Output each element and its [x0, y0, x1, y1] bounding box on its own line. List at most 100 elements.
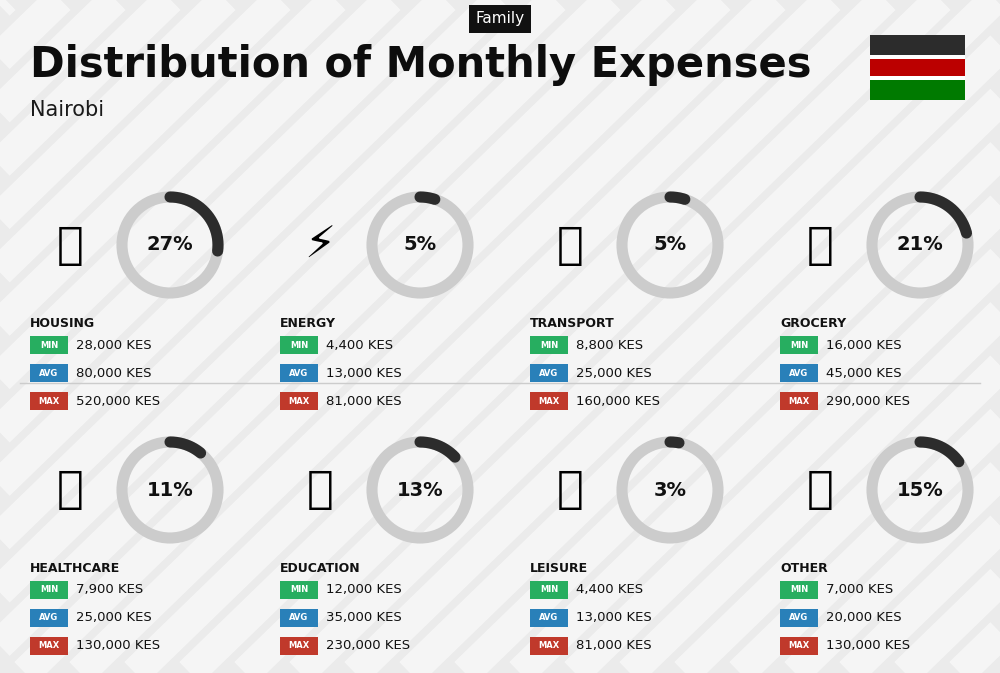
- Text: 🛒: 🛒: [807, 223, 833, 267]
- Text: 130,000 KES: 130,000 KES: [826, 639, 910, 653]
- FancyBboxPatch shape: [780, 609, 818, 627]
- Text: 15%: 15%: [897, 481, 943, 499]
- Text: AVG: AVG: [789, 369, 809, 378]
- FancyBboxPatch shape: [530, 364, 568, 382]
- Text: AVG: AVG: [289, 614, 309, 623]
- Text: AVG: AVG: [789, 614, 809, 623]
- FancyBboxPatch shape: [870, 55, 965, 59]
- Text: HOUSING: HOUSING: [30, 317, 95, 330]
- Text: 130,000 KES: 130,000 KES: [76, 639, 160, 653]
- Text: 13%: 13%: [397, 481, 443, 499]
- FancyBboxPatch shape: [870, 78, 965, 100]
- Text: LEISURE: LEISURE: [530, 562, 588, 575]
- FancyBboxPatch shape: [30, 364, 68, 382]
- Text: AVG: AVG: [539, 614, 559, 623]
- FancyBboxPatch shape: [30, 637, 68, 655]
- Text: 3%: 3%: [654, 481, 686, 499]
- FancyBboxPatch shape: [870, 57, 965, 78]
- Text: 25,000 KES: 25,000 KES: [76, 612, 152, 625]
- Text: 11%: 11%: [147, 481, 193, 499]
- FancyBboxPatch shape: [780, 336, 818, 354]
- FancyBboxPatch shape: [30, 336, 68, 354]
- FancyBboxPatch shape: [30, 609, 68, 627]
- Text: Distribution of Monthly Expenses: Distribution of Monthly Expenses: [30, 44, 812, 86]
- Text: 290,000 KES: 290,000 KES: [826, 394, 910, 407]
- FancyBboxPatch shape: [530, 336, 568, 354]
- Text: MIN: MIN: [790, 341, 808, 349]
- Text: 25,000 KES: 25,000 KES: [576, 367, 652, 380]
- Text: Nairobi: Nairobi: [30, 100, 104, 120]
- Text: 5%: 5%: [403, 236, 437, 254]
- Text: 20,000 KES: 20,000 KES: [826, 612, 902, 625]
- Text: Family: Family: [475, 11, 525, 26]
- Text: AVG: AVG: [39, 614, 59, 623]
- FancyBboxPatch shape: [780, 637, 818, 655]
- Text: MAX: MAX: [788, 641, 810, 651]
- Text: HEALTHCARE: HEALTHCARE: [30, 562, 120, 575]
- FancyBboxPatch shape: [30, 581, 68, 599]
- Text: 4,400 KES: 4,400 KES: [326, 339, 393, 351]
- Text: 28,000 KES: 28,000 KES: [76, 339, 152, 351]
- Text: 520,000 KES: 520,000 KES: [76, 394, 160, 407]
- Text: MIN: MIN: [790, 586, 808, 594]
- Text: 7,000 KES: 7,000 KES: [826, 583, 893, 596]
- Text: MAX: MAX: [288, 641, 310, 651]
- Text: AVG: AVG: [539, 369, 559, 378]
- Text: MAX: MAX: [38, 396, 60, 406]
- FancyBboxPatch shape: [780, 392, 818, 410]
- FancyBboxPatch shape: [530, 609, 568, 627]
- Text: MIN: MIN: [540, 586, 558, 594]
- Text: EDUCATION: EDUCATION: [280, 562, 361, 575]
- FancyBboxPatch shape: [870, 35, 965, 57]
- Text: 21%: 21%: [897, 236, 943, 254]
- Text: MIN: MIN: [540, 341, 558, 349]
- Text: 230,000 KES: 230,000 KES: [326, 639, 410, 653]
- Text: MAX: MAX: [38, 641, 60, 651]
- Text: TRANSPORT: TRANSPORT: [530, 317, 615, 330]
- Text: 🏢: 🏢: [57, 223, 83, 267]
- Text: 4,400 KES: 4,400 KES: [576, 583, 643, 596]
- Text: MAX: MAX: [538, 396, 560, 406]
- Text: 160,000 KES: 160,000 KES: [576, 394, 660, 407]
- Text: 13,000 KES: 13,000 KES: [326, 367, 402, 380]
- FancyBboxPatch shape: [30, 392, 68, 410]
- Text: 16,000 KES: 16,000 KES: [826, 339, 902, 351]
- Text: 🎓: 🎓: [307, 468, 333, 511]
- Text: MIN: MIN: [40, 341, 58, 349]
- Text: 80,000 KES: 80,000 KES: [76, 367, 152, 380]
- Text: AVG: AVG: [39, 369, 59, 378]
- FancyBboxPatch shape: [530, 637, 568, 655]
- Text: ENERGY: ENERGY: [280, 317, 336, 330]
- FancyBboxPatch shape: [280, 392, 318, 410]
- Text: MAX: MAX: [288, 396, 310, 406]
- FancyBboxPatch shape: [280, 364, 318, 382]
- Text: 81,000 KES: 81,000 KES: [576, 639, 652, 653]
- Text: 35,000 KES: 35,000 KES: [326, 612, 402, 625]
- Text: MIN: MIN: [40, 586, 58, 594]
- Text: 45,000 KES: 45,000 KES: [826, 367, 902, 380]
- FancyBboxPatch shape: [870, 76, 965, 80]
- FancyBboxPatch shape: [530, 581, 568, 599]
- FancyBboxPatch shape: [530, 392, 568, 410]
- Text: MIN: MIN: [290, 586, 308, 594]
- FancyBboxPatch shape: [280, 581, 318, 599]
- FancyBboxPatch shape: [280, 609, 318, 627]
- Text: 🛍: 🛍: [557, 468, 583, 511]
- Text: AVG: AVG: [289, 369, 309, 378]
- Text: 27%: 27%: [147, 236, 193, 254]
- Text: 5%: 5%: [653, 236, 687, 254]
- FancyBboxPatch shape: [780, 364, 818, 382]
- Text: 🚌: 🚌: [557, 223, 583, 267]
- Text: MAX: MAX: [788, 396, 810, 406]
- FancyBboxPatch shape: [280, 336, 318, 354]
- Text: 🩺: 🩺: [57, 468, 83, 511]
- Text: MAX: MAX: [538, 641, 560, 651]
- FancyBboxPatch shape: [780, 581, 818, 599]
- Text: 13,000 KES: 13,000 KES: [576, 612, 652, 625]
- Text: 12,000 KES: 12,000 KES: [326, 583, 402, 596]
- Text: OTHER: OTHER: [780, 562, 828, 575]
- Text: 8,800 KES: 8,800 KES: [576, 339, 643, 351]
- Text: 💼: 💼: [807, 468, 833, 511]
- Text: 81,000 KES: 81,000 KES: [326, 394, 402, 407]
- Text: 7,900 KES: 7,900 KES: [76, 583, 143, 596]
